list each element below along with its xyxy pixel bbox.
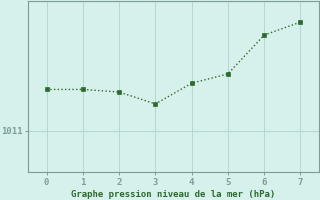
X-axis label: Graphe pression niveau de la mer (hPa): Graphe pression niveau de la mer (hPa) xyxy=(71,190,276,199)
